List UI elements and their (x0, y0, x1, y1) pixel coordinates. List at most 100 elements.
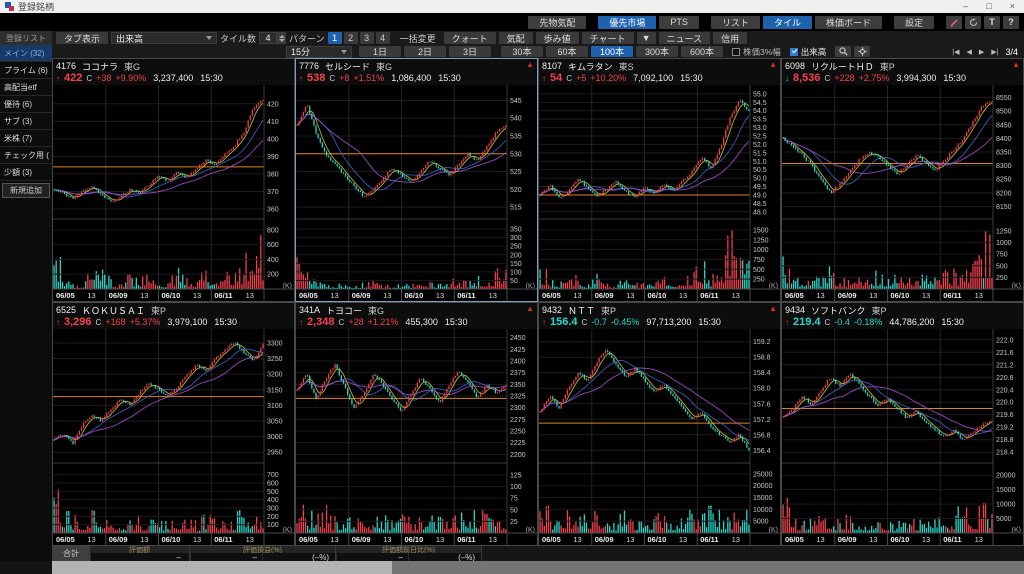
chart-area[interactable]: 8550 8500 8450 8400 8350 8300 8250 8200 8150 1250… (782, 85, 1023, 301)
svg-text:156.8: 156.8 (753, 432, 771, 439)
zoom-search-button[interactable] (835, 46, 852, 57)
tile-header: 7776 セルシード 東G ↑ 538 C +8 +1.51% 1,086,400 15:30 (296, 59, 537, 85)
tile-quote-row: ↑ 219.4 C -0.4 -0.18% 44,786,200 15:30 (785, 316, 1023, 329)
chart-area[interactable]: 159.2 158.8 158.4 158.0 157.6 157.2 156.8 156.4… (539, 329, 780, 545)
mode-button-リスト[interactable]: リスト (710, 15, 760, 29)
chart-tile-341A[interactable]: 341A トヨコー 東G ↑ 2,348 C +28 +1.21% 455,300 15:30 ▲ 2… (295, 302, 538, 546)
svg-text:06/10: 06/10 (162, 291, 181, 300)
sidebar-item-プライム (6)[interactable]: プライム (6) (0, 62, 52, 79)
chart-tile-6098[interactable]: 6098 リクルートＨＤ 東P ↓ 8,536 C +228 +2.75% 3,994,300 1… (781, 58, 1024, 302)
alert-triangle-icon[interactable]: ▲ (526, 304, 534, 313)
chart-tile-9434[interactable]: 9434 ソフトバンク 東P ↑ 219.4 C -0.4 -0.18% 44,786,200 1… (781, 302, 1024, 546)
alert-triangle-icon[interactable]: ▲ (1012, 60, 1020, 69)
mode-button-優先市場[interactable]: 優先市場 (598, 15, 657, 29)
mode-button-タイル[interactable]: タイル (762, 15, 812, 29)
tile-count-stepper[interactable]: 4 (259, 32, 287, 44)
sort-dropdown[interactable]: 出来高 (111, 32, 218, 44)
view-button-気配[interactable]: 気配 (498, 32, 533, 44)
stepper-arrows-icon[interactable] (277, 32, 287, 44)
add-watchlist-button[interactable]: 新規追加 (2, 183, 50, 198)
chart-tile-4176[interactable]: 4176 ココナラ 東G ↑ 422 C +38 +9.90% 3,237,400 15:30 42… (52, 58, 295, 302)
footer-value: – (90, 553, 186, 562)
range-button-60本[interactable]: 60本 (546, 46, 588, 57)
svg-text:50: 50 (510, 507, 518, 514)
mode-button-設定[interactable]: 設定 (893, 15, 934, 29)
chart-area[interactable]: 3300 3250 3200 3150 3100 3050 3000 2950 700 600 50… (53, 329, 294, 545)
chart-tile-8107[interactable]: 8107 キムラタン 東S ↑ 54 C +5 +10.20% 7,092,100 15:30 ▲ 5… (538, 58, 781, 302)
view-button-信用[interactable]: 信用 (713, 32, 748, 44)
sidebar-item-米株 (7)[interactable]: 米株 (7) (0, 130, 52, 147)
svg-text:2350: 2350 (510, 382, 526, 389)
sidebar-item-少額 (3)[interactable]: 少額 (3) (0, 164, 52, 181)
sidebar-item-メイン (32)[interactable]: メイン (32) (0, 45, 52, 62)
text-T-icon[interactable]: T (984, 15, 1000, 29)
range-button-600本[interactable]: 600本 (681, 46, 723, 57)
svg-text:250: 250 (753, 277, 765, 284)
prev-page-icon[interactable]: ◀ (966, 48, 972, 56)
horizontal-scrollbar[interactable] (52, 561, 392, 574)
svg-text:8150: 8150 (996, 204, 1012, 211)
refresh-icon[interactable] (965, 15, 981, 29)
svg-text:750: 750 (996, 252, 1008, 259)
pencil-icon[interactable] (946, 15, 962, 29)
pattern-button-2[interactable]: 2 (343, 32, 358, 44)
svg-text:13: 13 (573, 291, 581, 300)
stock-code: 9432 (542, 305, 563, 315)
range-button-300本[interactable]: 300本 (636, 46, 678, 57)
window-titlebar: 登録銘柄 – □ × (0, 0, 1024, 13)
next-page-icon[interactable]: ▶ (978, 48, 985, 56)
alert-triangle-icon[interactable]: ▲ (769, 304, 777, 313)
checkbox-icon (732, 47, 740, 56)
chart-area[interactable]: 222.0 221.6 221.2 220.8 220.4 220.0 219.6 219.2… (782, 329, 1023, 545)
chart-settings-button[interactable] (854, 46, 871, 57)
chart-area[interactable]: 2450 2425 2400 2375 2350 2325 2300 2275 2250 2225… (296, 329, 537, 545)
volume-value: 3,237,400 (153, 73, 194, 83)
chart-tile-6525[interactable]: 6525 ＫＯＫＵＳＡＩ 東P ↑ 3,296 C +168 +5.37% 3,979,100 1… (52, 302, 295, 546)
last-page-icon[interactable]: ▶| (991, 48, 999, 56)
pattern-button-4[interactable]: 4 (375, 32, 390, 44)
range-button-3日[interactable]: 3日 (449, 46, 491, 57)
candlestick-volume-chart: 3300 3250 3200 3150 3100 3050 3000 2950 700 60050… (53, 329, 294, 545)
view-button-ニュース[interactable]: ニュース (658, 32, 711, 44)
chart-area[interactable]: 420 410 400 390 380 370 360 800 600 400 200 (K) 06/0… (53, 85, 294, 301)
range-button-100本[interactable]: 100本 (591, 46, 633, 57)
bulk-change-label[interactable]: 一括変更 (399, 33, 436, 44)
minimize-button[interactable]: – (963, 1, 969, 11)
alert-triangle-icon[interactable]: ▲ (769, 60, 777, 69)
chart-area[interactable]: 55.0 54.5 54.0 53.5 53.0 52.5 52.0 51.5 51.0 50.5… (539, 85, 780, 301)
svg-text:06/09: 06/09 (109, 535, 128, 544)
pattern-button-1[interactable]: 1 (327, 32, 342, 44)
range-button-1日[interactable]: 1日 (359, 46, 401, 57)
range-button-2日[interactable]: 2日 (404, 46, 446, 57)
mode-button-PTS[interactable]: PTS (659, 15, 699, 29)
chart-tile-7776[interactable]: 7776 セルシード 東G ↑ 538 C +8 +1.51% 1,086,400 15:30 ▲ 5… (295, 58, 538, 302)
mode-button-株価ボード[interactable]: 株価ボード (814, 15, 882, 29)
magnifier-icon (839, 47, 848, 56)
alert-triangle-icon[interactable]: ▲ (526, 60, 534, 69)
sidebar-item-サブ (3)[interactable]: サブ (3) (0, 113, 52, 130)
range-button-30本[interactable]: 30本 (501, 46, 543, 57)
help-icon[interactable]: ? (1003, 15, 1019, 29)
mode-button-先物気配[interactable]: 先物気配 (528, 15, 587, 29)
svg-text:200: 200 (510, 252, 522, 259)
view-button-クォート[interactable]: クォート (443, 32, 496, 44)
price-change-percent: +1.51% (353, 73, 385, 83)
svg-text:13: 13 (193, 291, 201, 300)
volume-checkbox[interactable]: 出来高 (789, 46, 826, 58)
sidebar-item-チェック用 ([interactable]: チェック用 ( (0, 147, 52, 164)
svg-text:2375: 2375 (510, 370, 526, 377)
first-page-icon[interactable]: |◀ (952, 48, 960, 56)
sidebar-item-優待 (6)[interactable]: 優待 (6) (0, 96, 52, 113)
close-button[interactable]: × (1009, 1, 1015, 11)
chart-tile-9432[interactable]: 9432 ＮＴＴ 東P ↑ 156.4 C -0.7 -0.45% 97,713,200 15:3… (538, 302, 781, 546)
view-button-歩み値[interactable]: 歩み値 (535, 32, 579, 44)
sidebar-item-高配当etf[interactable]: 高配当etf (0, 79, 52, 96)
tab-display-button[interactable]: タブ表示 (56, 32, 109, 44)
interval-dropdown[interactable]: 15分 (286, 45, 352, 58)
chart-menu-caret-button[interactable]: ▼ (636, 32, 656, 44)
chart-area[interactable]: 545 540 535 530 525 520 515 350 300 250 200 150 100 5… (296, 85, 537, 301)
pattern-button-3[interactable]: 3 (359, 32, 374, 44)
maximize-button[interactable]: □ (986, 1, 992, 11)
price-band-checkbox[interactable]: 株価3%幅 (732, 46, 781, 58)
view-button-チャート[interactable]: チャート (581, 32, 634, 44)
